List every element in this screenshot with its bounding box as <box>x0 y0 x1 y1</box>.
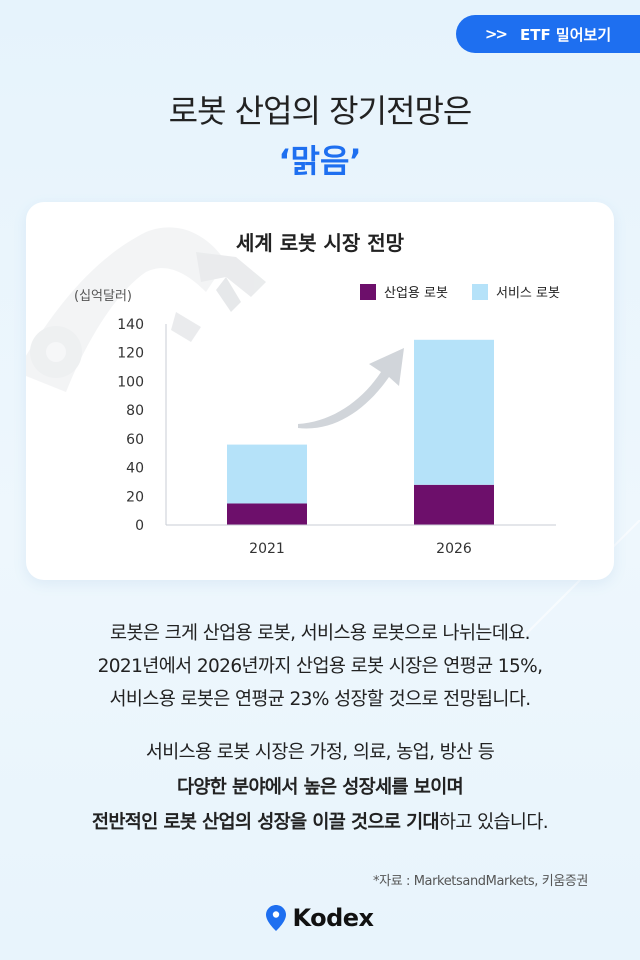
bar-service-2021 <box>227 444 307 504</box>
y-tick-label: 60 <box>126 432 144 448</box>
legend-label-industrial: 산업용 로봇 <box>384 286 448 301</box>
legend-swatch-industrial <box>360 284 376 300</box>
legend-swatch-service <box>472 284 488 300</box>
chart-card: 세계 로봇 시장 전망 (십억달러) 산업용 로봇 서비스 로봇 0 20 40 60… <box>26 202 614 580</box>
y-axis-ticks: 0 20 40 60 80 100 120 140 <box>117 317 144 534</box>
y-tick-label: 20 <box>126 489 144 505</box>
description-line: 서비스용 로봇 시장은 가정, 의료, 농업, 방산 등 <box>145 742 495 763</box>
description-line: 2021년에서 2026년까지 산업용 로봇 시장은 연평균 15%, <box>97 656 543 677</box>
x-tick-label: 2026 <box>436 541 472 557</box>
kodex-logo: Kodex <box>0 904 640 932</box>
y-tick-label: 100 <box>117 374 144 390</box>
logo-text: Kodex <box>292 904 374 932</box>
robot-market-chart: 세계 로봇 시장 전망 (십억달러) 산업용 로봇 서비스 로봇 0 20 40 60… <box>26 227 560 557</box>
y-tick-label: 120 <box>117 346 144 362</box>
bar-industrial-2021 <box>227 503 307 525</box>
bars <box>227 339 494 525</box>
chart-title: 세계 로봇 시장 전망 <box>236 231 405 255</box>
y-tick-label: 0 <box>135 518 144 534</box>
source-note: *자료 : MarketsandMarkets, 키움증권 <box>373 874 588 889</box>
etf-view-label: ETF 밀어보기 <box>519 25 612 44</box>
description-paragraph-2: 서비스용 로봇 시장은 가정, 의료, 농업, 방산 등 다양한 분야에서 높은… <box>0 735 640 840</box>
description-bold-line: 다양한 분야에서 높은 성장세를 보이며 <box>176 777 464 798</box>
description-paragraph-1: 로봇은 크게 산업용 로봇, 서비스용 로봇으로 나뉘는데요. 2021년에서 … <box>0 617 640 716</box>
etf-view-button[interactable]: >> ETF 밀어보기 <box>456 15 640 53</box>
x-tick-label: 2021 <box>249 541 285 557</box>
headline-highlight: ‘맑음’ <box>278 142 362 180</box>
bar-service-2026 <box>414 339 494 485</box>
page-headline: 로봇 산업의 장기전망은 <box>168 92 473 130</box>
legend-label-service: 서비스 로봇 <box>496 286 560 301</box>
y-tick-label: 40 <box>126 461 144 477</box>
robot-arm-illustration <box>26 227 266 392</box>
y-tick-label: 80 <box>126 403 144 419</box>
y-axis-unit: (십억달러) <box>74 289 132 304</box>
description-line: 서비스용 로봇은 연평균 23% 성장할 것으로 전망됩니다. <box>109 689 531 710</box>
bar-industrial-2026 <box>414 484 494 525</box>
growth-arrow <box>298 348 404 429</box>
location-pin-icon <box>266 905 287 931</box>
background-decoration <box>520 520 640 640</box>
description-line: 로봇은 크게 산업용 로봇, 서비스용 로봇으로 나뉘는데요. <box>110 623 531 644</box>
y-tick-label: 140 <box>117 317 144 333</box>
chart-legend: 산업용 로봇 서비스 로봇 <box>360 284 560 301</box>
description-bold-segment: 전반적인 로봇 산업의 성장을 이끌 것으로 기대 <box>91 812 440 833</box>
description-segment: 하고 있습니다. <box>438 812 549 833</box>
double-chevron-icon: >> <box>484 25 508 43</box>
x-axis-ticks: 2021 2026 <box>249 541 472 557</box>
